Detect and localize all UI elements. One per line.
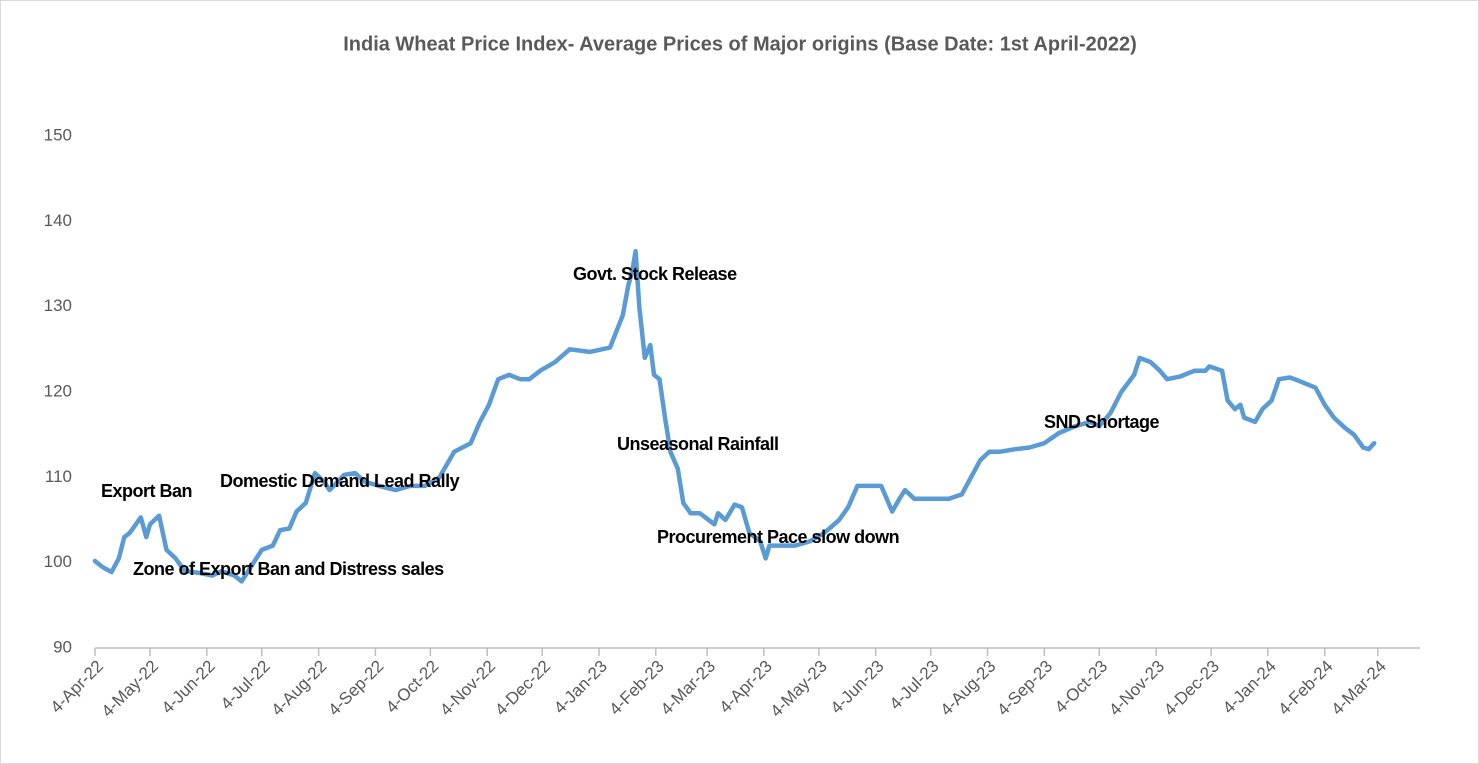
annotation: Zone of Export Ban and Distress sales xyxy=(133,559,444,579)
chart-title: India Wheat Price Index- Average Prices … xyxy=(343,33,1137,55)
annotation: Govt. Stock Release xyxy=(573,264,737,284)
y-tick-label: 120 xyxy=(44,381,72,400)
data-line xyxy=(92,248,1377,584)
y-tick-label: 150 xyxy=(44,125,72,144)
annotation: Unseasonal Rainfall xyxy=(617,434,779,454)
y-tick-label: 140 xyxy=(44,211,72,230)
annotation: Procurement Pace slow down xyxy=(657,527,899,547)
y-tick-label: 130 xyxy=(44,296,72,315)
annotation: Export Ban xyxy=(101,481,192,501)
annotation: SND Shortage xyxy=(1044,412,1160,432)
y-tick-label: 90 xyxy=(53,637,72,656)
annotation: Domestic Demand Lead Rally xyxy=(220,471,460,491)
y-tick-label: 110 xyxy=(45,467,72,486)
y-tick-label: 100 xyxy=(44,552,72,571)
